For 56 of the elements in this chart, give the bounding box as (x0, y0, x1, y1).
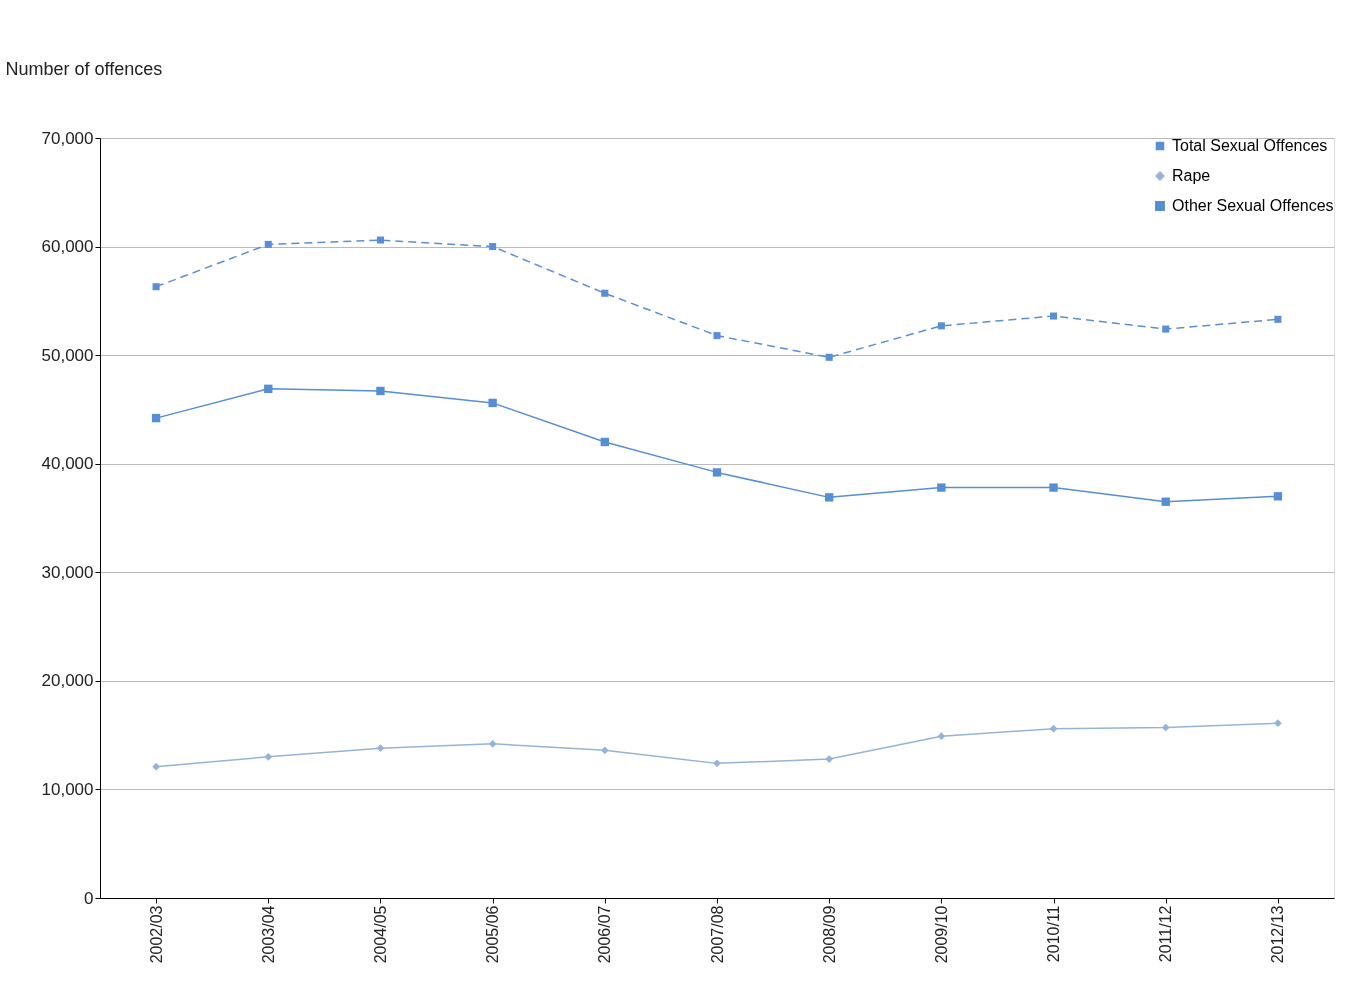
x-tick-label: 2007/08 (708, 905, 726, 964)
y-axis-title: Number of offences (5, 58, 163, 79)
x-tick-label: 2009/10 (932, 905, 950, 964)
point (937, 322, 945, 330)
point (1049, 483, 1058, 492)
y-tick-label: 60,000 (41, 237, 94, 257)
point (937, 483, 946, 492)
point (600, 437, 609, 447)
point (712, 468, 722, 477)
point (264, 752, 273, 761)
x-tick-label: 2005/06 (484, 905, 502, 964)
point (1274, 719, 1282, 728)
y-tick-label: 70,000 (41, 128, 94, 148)
point (1161, 497, 1170, 506)
y-tick-label: 50,000 (41, 345, 94, 365)
y-tick-label: 40,000 (41, 454, 94, 474)
point (376, 386, 385, 396)
legend-label: Total Sexual Offences (1172, 137, 1328, 154)
point (1161, 723, 1170, 732)
point (488, 739, 497, 748)
point (1274, 315, 1282, 323)
x-tick-label: 2012/13 (1269, 905, 1287, 964)
point (151, 413, 161, 423)
point (825, 353, 833, 361)
y-tick-label: 0 (84, 888, 94, 908)
point (376, 744, 385, 753)
x-tick-label: 2002/03 (147, 905, 165, 964)
x-tick-label: 2008/09 (820, 905, 838, 964)
x-tick-label: 2003/04 (259, 905, 277, 964)
y-tick-label: 10,000 (41, 779, 94, 799)
point (264, 384, 273, 393)
x-tick-label: 2006/07 (596, 905, 614, 964)
point (825, 755, 834, 763)
point (1273, 492, 1283, 501)
point (937, 732, 946, 741)
point (825, 493, 834, 502)
point (152, 283, 160, 291)
point (713, 332, 721, 340)
legend-label: Other Sexual Offences (1172, 197, 1334, 214)
point (1162, 325, 1170, 333)
point (152, 762, 160, 771)
point (713, 759, 721, 768)
x-tick-label: 2010/11 (1045, 905, 1063, 963)
x-tick-label: 2011/12 (1157, 905, 1175, 963)
point (1050, 312, 1058, 320)
y-tick-label: 20,000 (41, 671, 94, 691)
point (600, 746, 609, 755)
legend-label: Rape (1172, 167, 1211, 184)
point (601, 289, 609, 297)
point (488, 398, 497, 408)
y-tick-label: 30,000 (41, 562, 94, 582)
point (264, 240, 272, 248)
point (376, 236, 384, 244)
x-tick-label: 2004/05 (371, 905, 389, 964)
point (1049, 724, 1058, 733)
point (489, 243, 497, 251)
